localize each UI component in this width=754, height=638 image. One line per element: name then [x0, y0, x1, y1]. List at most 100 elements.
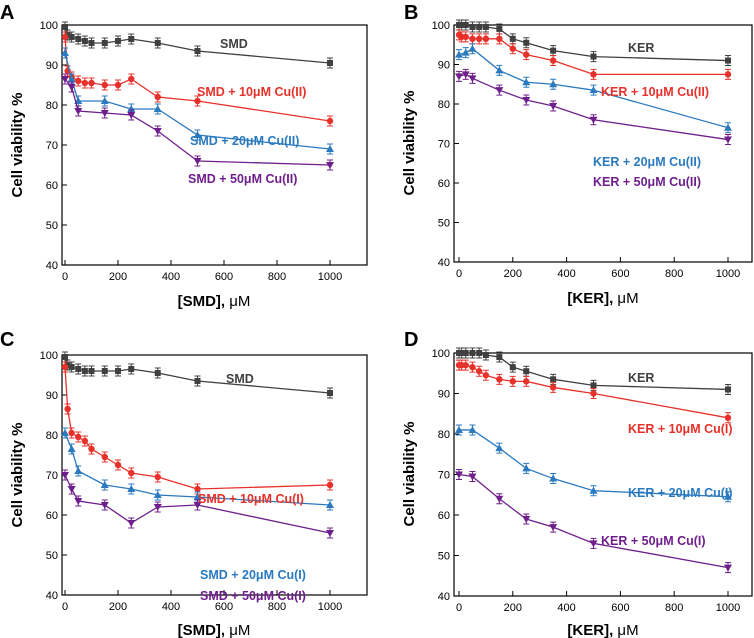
data-point-c-0: [327, 390, 333, 396]
data-point-b-2: [495, 66, 504, 74]
data-point-b-2: [522, 78, 531, 86]
x-ticks-c: 0 200 400 600 800 1000: [62, 590, 342, 613]
panel-b: B 40 50 60 70 80 90 100 0 200 400 600 800 1000 Cell…: [401, 2, 753, 307]
data-point-c-2: [193, 493, 202, 500]
data-point-b-2: [455, 50, 463, 58]
data-point-d-1: [482, 372, 490, 379]
y-tick-label-d: 40: [438, 591, 450, 603]
panel-letter-a: A: [0, 2, 14, 24]
x-tick-label-c: 800: [268, 601, 286, 613]
data-point-c-3: [100, 502, 109, 509]
data-point-a-1: [154, 93, 161, 101]
data-point-d-1: [523, 378, 530, 385]
data-point-a-0: [101, 40, 108, 46]
y-tick-label-d: 100: [432, 348, 450, 360]
data-point-d-1: [469, 363, 476, 371]
data-point-c-3: [193, 502, 202, 509]
data-point-c-3: [74, 498, 83, 505]
data-point-a-0: [194, 48, 201, 54]
data-point-b-2: [589, 86, 598, 94]
series-line-c-1: [64, 366, 331, 490]
data-point-d-3: [495, 495, 504, 503]
panel-letter-d: D: [404, 329, 418, 351]
data-point-b-1: [462, 33, 469, 41]
x-tick-label-b: 400: [557, 268, 575, 280]
data-point-a-2: [61, 49, 69, 56]
series-line-a-3: [64, 78, 331, 166]
y-tick-label-a: 100: [40, 20, 58, 32]
data-point-d-0: [590, 382, 597, 389]
data-point-d-3: [589, 540, 598, 548]
y-tick-label-d: 70: [438, 470, 450, 482]
data-point-c-0: [81, 368, 88, 374]
y-tick-label-a: 50: [46, 220, 58, 232]
data-point-b-1: [523, 51, 530, 58]
x-axis-title-c: [SMD], μM: [178, 622, 251, 638]
data-point-b-0: [590, 53, 597, 60]
data-point-c-0: [101, 368, 108, 374]
data-point-c-2: [74, 467, 83, 474]
data-point-b-3: [589, 116, 598, 124]
panel-c: C 40 50 60 70 80 90 100 0 200 400 600 800 1000 Cell…: [0, 329, 368, 638]
data-point-a-0: [68, 34, 75, 40]
y-tick-label-d: 90: [438, 389, 450, 401]
series-line-c-2: [64, 432, 331, 506]
data-point-d-1: [496, 376, 503, 383]
y-tick-label-a: 80: [46, 100, 58, 112]
series-group-b: [455, 19, 732, 146]
x-tick-label-b: 0: [456, 268, 462, 280]
data-point-a-2: [153, 105, 162, 112]
x-tick-label-b: 1000: [716, 268, 740, 280]
series-label-b-20uM: KER + 20μM Cu(II): [593, 155, 701, 169]
series-label-c-smd: SMD: [226, 372, 254, 386]
data-point-d-1: [509, 378, 516, 385]
series-group-c: [61, 351, 334, 539]
data-point-a-3: [127, 112, 136, 119]
y-tick-label-c: 60: [46, 510, 58, 522]
y-tick-label-a: 60: [46, 180, 58, 192]
data-point-d-0: [462, 350, 469, 356]
x-tick-label-c: 200: [109, 601, 127, 613]
x-axis-title-d: [KER], μM: [567, 622, 638, 638]
data-point-c-0: [128, 366, 135, 372]
y-tick-label-a: 40: [46, 260, 58, 272]
data-point-c-2: [153, 491, 162, 498]
data-point-a-2: [326, 145, 334, 152]
data-point-a-1: [114, 81, 122, 89]
data-point-d-1: [724, 414, 732, 421]
data-point-a-1: [326, 117, 334, 125]
data-point-a-3: [61, 76, 69, 83]
data-point-b-1: [482, 35, 490, 43]
data-point-b-1: [469, 35, 476, 43]
x-tick-label-a: 600: [215, 271, 233, 283]
y-tick-label-b: 60: [438, 178, 450, 190]
x-axis-title-prefix-a: [SMD],: [178, 293, 230, 310]
data-point-d-2: [549, 474, 558, 482]
data-point-a-3: [153, 128, 162, 135]
data-point-a-0: [64, 32, 71, 38]
data-point-b-1: [590, 71, 597, 78]
data-point-c-1: [64, 405, 71, 413]
data-point-a-3: [100, 110, 109, 117]
data-point-b-0: [509, 35, 516, 42]
data-point-d-3: [455, 471, 463, 479]
data-point-c-1: [101, 453, 108, 461]
data-point-a-1: [75, 77, 82, 85]
plot-frame-c: [61, 354, 368, 596]
x-ticks-d: 0 200 400 600 800 1000: [456, 591, 740, 614]
data-point-c-1: [75, 433, 82, 441]
y-tick-label-b: 70: [438, 139, 450, 151]
data-point-a-1: [128, 75, 135, 83]
series-label-d-50uM: KER + 50μM Cu(I): [601, 534, 706, 548]
y-tick-label-d: 50: [438, 551, 450, 563]
data-point-c-1: [128, 469, 135, 477]
data-point-a-3: [326, 162, 334, 169]
data-point-c-0: [88, 368, 95, 374]
x-ticks-a: 0 200 400 600 800 1000: [62, 260, 342, 283]
data-point-b-1: [549, 57, 557, 64]
data-point-d-3: [522, 516, 531, 524]
data-point-b-1: [496, 35, 503, 43]
y-tick-label-c: 90: [46, 390, 58, 402]
x-tick-label-a: 1000: [318, 271, 342, 283]
series-label-a-10uM: SMD + 10μM Cu(II): [197, 85, 306, 99]
